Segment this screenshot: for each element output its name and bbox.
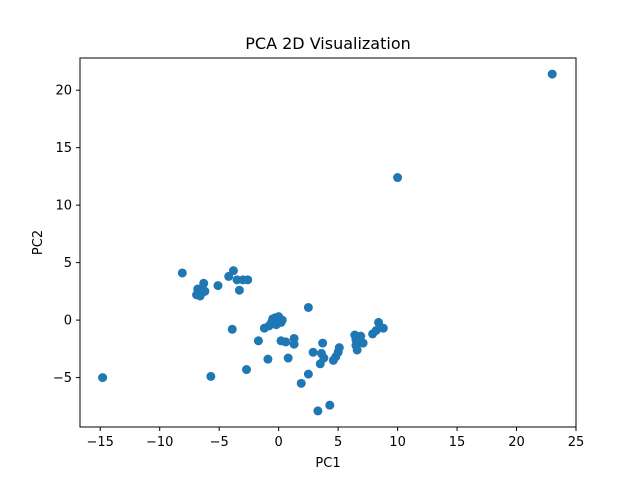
data-point (378, 323, 388, 333)
data-point (303, 302, 313, 312)
data-point (242, 365, 252, 375)
x-tick-label: 15 (449, 435, 466, 450)
plot-frame (79, 57, 577, 428)
points-layer (98, 69, 557, 416)
data-point (206, 371, 216, 381)
data-point (308, 347, 318, 357)
x-tick-label: −15 (87, 435, 114, 450)
data-point (296, 378, 306, 388)
chart-title: PCA 2D Visualization (245, 34, 411, 53)
data-point (98, 373, 108, 383)
x-tick-label: −5 (210, 435, 229, 450)
data-point (289, 339, 299, 349)
data-point (200, 286, 210, 296)
y-axis: −5 0 5 10 15 20 (53, 84, 80, 386)
data-point (213, 281, 223, 291)
data-point (263, 354, 273, 364)
y-tick-label: 5 (64, 256, 72, 271)
x-tick-label: 0 (274, 435, 282, 450)
y-tick-label: 15 (55, 141, 72, 156)
data-point (228, 266, 238, 276)
data-point (356, 331, 366, 341)
x-tick-label: 20 (508, 435, 525, 450)
data-point (283, 353, 293, 363)
data-point (352, 345, 362, 355)
data-point (358, 338, 368, 348)
data-point (177, 268, 187, 278)
data-point (318, 338, 328, 348)
y-tick-label: 0 (64, 314, 72, 329)
data-point (227, 324, 237, 334)
x-tick-label: 25 (568, 435, 585, 450)
data-point (393, 173, 403, 183)
data-point (325, 400, 335, 410)
x-axis: −15 −10 −5 0 5 10 15 20 25 (87, 427, 585, 450)
y-tick-label: −5 (53, 371, 72, 386)
data-point (371, 325, 381, 335)
data-point (277, 315, 287, 325)
x-tick-label: 10 (389, 435, 406, 450)
data-point (253, 336, 263, 346)
x-tick-label: 5 (334, 435, 342, 450)
data-point (313, 406, 323, 416)
y-tick-label: 10 (55, 199, 72, 214)
data-point (281, 337, 291, 347)
data-point (547, 69, 557, 79)
x-axis-label: PC1 (315, 456, 340, 471)
data-point (199, 278, 209, 288)
data-point (334, 343, 344, 353)
data-point (319, 353, 329, 363)
y-axis-label: PC2 (31, 230, 46, 255)
data-point (303, 369, 313, 379)
data-point (243, 275, 253, 285)
data-point (234, 285, 244, 295)
y-tick-label: 20 (55, 84, 72, 99)
x-tick-label: −10 (146, 435, 173, 450)
